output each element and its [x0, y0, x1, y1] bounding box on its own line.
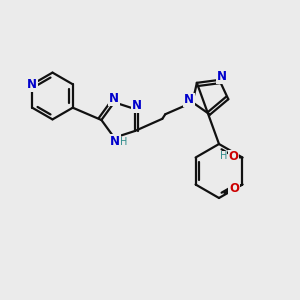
Text: N: N	[131, 99, 142, 112]
Text: N: N	[184, 94, 194, 106]
Text: H: H	[220, 151, 227, 161]
Text: H: H	[120, 137, 128, 147]
Text: O: O	[229, 182, 239, 195]
Text: N: N	[217, 70, 227, 83]
Text: O: O	[228, 150, 239, 164]
Text: N: N	[27, 78, 37, 91]
Text: N: N	[109, 92, 119, 105]
Text: N: N	[110, 135, 120, 148]
